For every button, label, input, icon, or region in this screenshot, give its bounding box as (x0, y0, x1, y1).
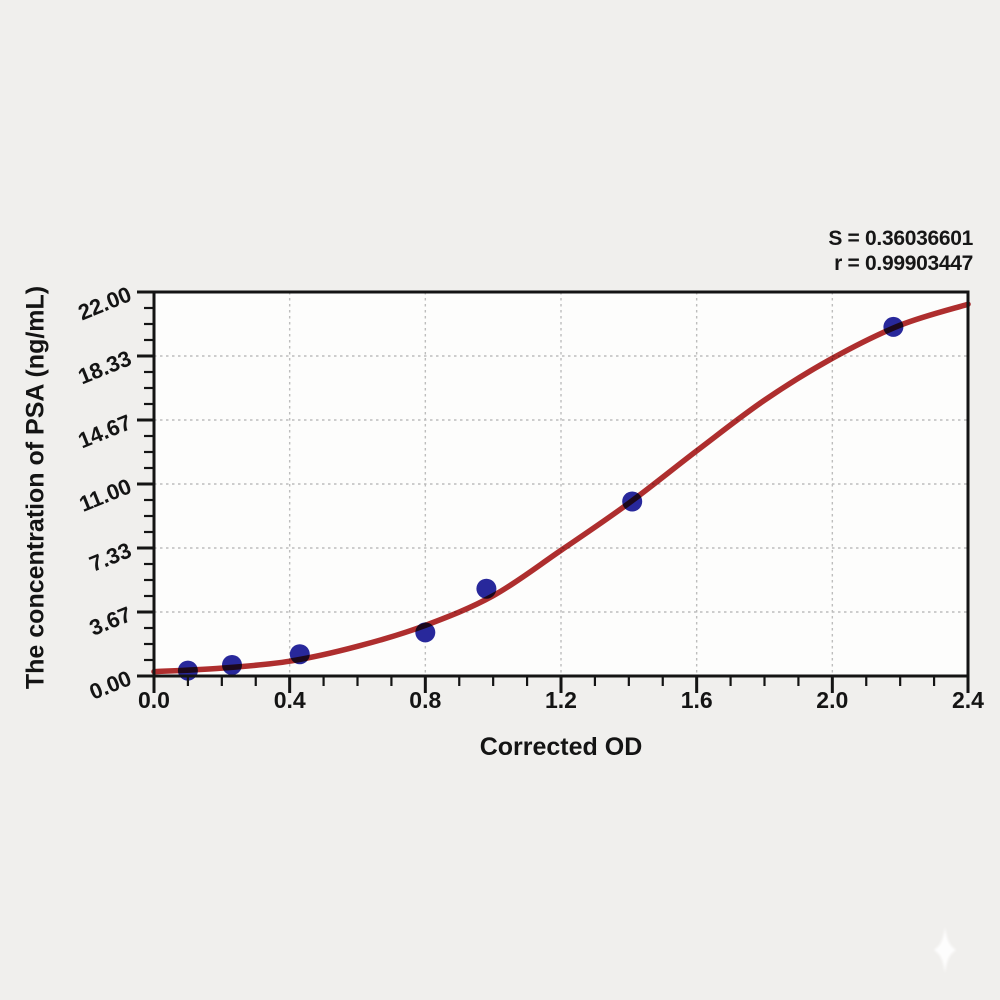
sparkle-icon (934, 927, 956, 973)
y-tick-label: 3.67 (86, 601, 135, 640)
x-tick-labels: 0.0 0.4 0.8 1.2 1.6 2.0 2.4 (138, 687, 984, 713)
axis-ticks (137, 290, 970, 693)
y-tick-label: 7.33 (86, 537, 135, 576)
y-tick-label: 18.33 (74, 345, 134, 389)
y-tick-label: 11.00 (76, 473, 135, 516)
x-tick-label: 2.0 (816, 687, 848, 713)
y-axis-title: The concentration of PSA (ng/mL) (21, 285, 50, 690)
x-tick-label: 0.0 (138, 687, 170, 713)
x-tick-label: 0.8 (409, 687, 441, 713)
s-value-label: S = 0.36036601 (828, 227, 973, 250)
x-tick-label: 1.2 (545, 687, 577, 713)
y-tick-labels: 0.00 3.67 7.33 11.00 14.67 18.33 22.00 (74, 281, 134, 704)
y-tick-label: 14.67 (74, 409, 134, 453)
fit-curve-line (151, 301, 971, 675)
plot-frame (152, 290, 970, 678)
y-tick-label: 0.00 (86, 665, 135, 704)
x-tick-label: 0.4 (274, 687, 306, 713)
fit-statistics: S = 0.36036601 r = 0.99903447 (828, 226, 973, 276)
r-value-label: r = 0.99903447 (834, 252, 973, 275)
x-tick-label: 2.4 (952, 687, 984, 713)
x-tick-label: 1.6 (681, 687, 713, 713)
y-tick-label: 22.00 (74, 281, 134, 325)
x-axis-title: Corrected OD (479, 733, 643, 761)
